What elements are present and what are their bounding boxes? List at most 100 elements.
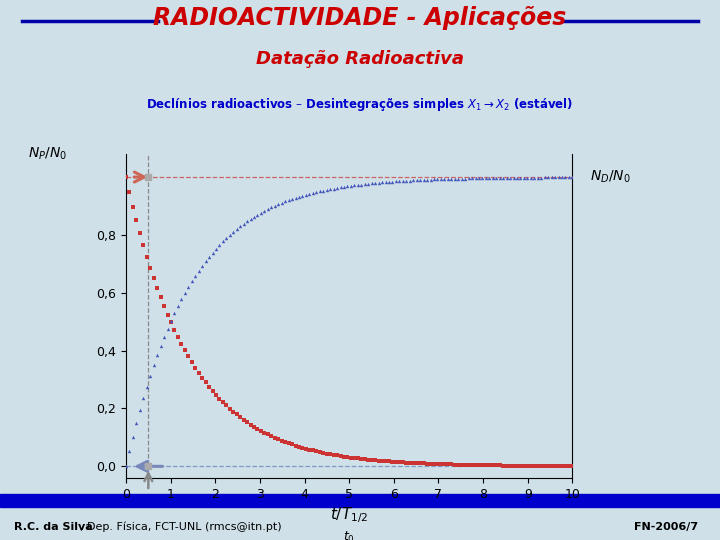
- Point: [369, 456, 381, 464]
- Point: [179, 346, 191, 355]
- Point: [155, 342, 166, 350]
- Point: [511, 173, 523, 182]
- Point: [567, 173, 578, 181]
- Point: [418, 176, 429, 184]
- Point: [276, 199, 287, 207]
- Text: R.C. da Silva: R.C. da Silva: [14, 522, 93, 532]
- Point: [158, 333, 170, 342]
- Point: [377, 178, 388, 187]
- Point: [266, 431, 277, 440]
- Point: [359, 180, 371, 188]
- Point: [400, 458, 412, 467]
- Point: [217, 398, 229, 407]
- Point: [473, 174, 485, 183]
- Point: [162, 325, 174, 333]
- Bar: [0, 494, 720, 507]
- Text: $N_D/N_0$: $N_D/N_0$: [590, 168, 631, 185]
- Point: [463, 174, 474, 183]
- Point: [200, 378, 212, 387]
- Point: [348, 181, 360, 190]
- Point: [307, 446, 319, 455]
- Point: [408, 176, 419, 185]
- Point: [331, 184, 343, 192]
- Point: [283, 196, 294, 205]
- Point: [553, 173, 564, 182]
- Point: [165, 316, 176, 325]
- Point: [446, 174, 457, 183]
- Point: [425, 176, 436, 184]
- Point: [390, 177, 402, 186]
- Point: [549, 173, 561, 182]
- Point: [300, 191, 312, 199]
- Point: [387, 177, 398, 186]
- Point: [542, 462, 554, 470]
- Point: [134, 406, 145, 415]
- Point: [390, 457, 402, 466]
- Point: [231, 410, 243, 419]
- Point: [228, 407, 239, 416]
- Point: [141, 252, 153, 261]
- Point: [124, 188, 135, 197]
- Point: [172, 302, 184, 310]
- Point: [210, 244, 222, 253]
- Point: [456, 174, 467, 183]
- Point: [362, 455, 374, 464]
- Point: [130, 419, 142, 428]
- Point: [452, 460, 464, 469]
- Point: [220, 401, 232, 410]
- Point: [245, 420, 256, 429]
- Text: Datação Radioactiva: Datação Radioactiva: [256, 50, 464, 69]
- Point: [297, 443, 308, 452]
- Point: [189, 272, 201, 280]
- Point: [120, 462, 132, 471]
- Point: [241, 418, 253, 427]
- Point: [484, 174, 495, 183]
- Point: [542, 173, 554, 182]
- Point: [304, 190, 315, 198]
- Point: [397, 177, 408, 185]
- Point: [197, 373, 208, 382]
- Point: [183, 352, 194, 361]
- Point: [567, 462, 578, 470]
- Point: [421, 176, 433, 184]
- Point: [148, 361, 159, 369]
- Point: [515, 173, 526, 182]
- Point: [394, 458, 405, 467]
- Point: [366, 179, 377, 188]
- Point: [487, 174, 498, 183]
- Point: [536, 462, 547, 470]
- Point: [549, 462, 561, 470]
- Point: [197, 261, 208, 270]
- Point: [348, 454, 360, 462]
- Point: [186, 277, 197, 286]
- Point: [186, 358, 197, 367]
- Point: [272, 200, 284, 208]
- Point: [290, 193, 302, 202]
- Point: [508, 173, 519, 182]
- Point: [120, 173, 132, 181]
- Point: [325, 450, 336, 458]
- Point: [425, 460, 436, 468]
- Point: [490, 174, 502, 183]
- Point: [456, 461, 467, 469]
- Point: [307, 188, 319, 197]
- Point: [459, 461, 471, 469]
- Point: [563, 462, 575, 470]
- Point: [490, 461, 502, 470]
- Point: [224, 404, 235, 413]
- Point: [373, 456, 384, 465]
- Point: [193, 368, 204, 377]
- Point: [300, 444, 312, 453]
- Point: [345, 453, 356, 462]
- Point: [335, 183, 346, 192]
- Point: [293, 442, 305, 451]
- Point: [484, 461, 495, 470]
- Point: [203, 252, 215, 261]
- Point: [480, 461, 492, 470]
- Point: [404, 176, 415, 185]
- Point: [148, 274, 159, 282]
- Point: [314, 187, 325, 195]
- Point: [373, 178, 384, 187]
- Point: [404, 458, 415, 467]
- Point: [449, 460, 461, 469]
